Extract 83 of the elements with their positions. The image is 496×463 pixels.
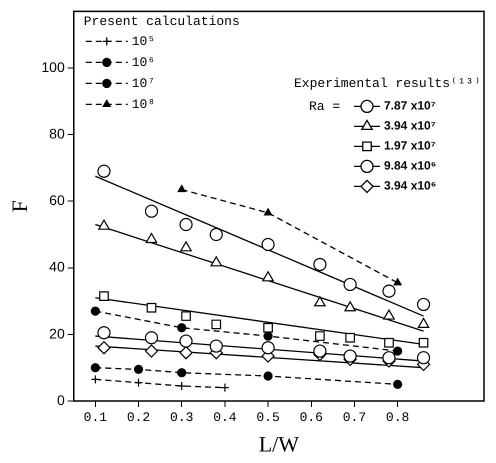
- legend-label: 10⁷: [132, 76, 156, 91]
- point: [394, 278, 402, 286]
- point: [418, 338, 428, 348]
- x-tick-label: 0.2: [126, 410, 150, 426]
- y-tick-label: 60: [49, 192, 65, 208]
- point: [263, 371, 273, 381]
- point: [383, 309, 395, 320]
- point: [179, 346, 193, 360]
- point: [134, 364, 144, 374]
- point: [261, 238, 275, 252]
- point: [180, 241, 192, 252]
- point: [384, 338, 394, 348]
- legend-label: 3.94 x10⁶: [384, 178, 436, 193]
- x-axis-title: L/W: [258, 432, 300, 457]
- point: [261, 341, 275, 354]
- point: [344, 278, 357, 292]
- legend-label: 10⁶: [132, 54, 156, 70]
- point: [177, 368, 186, 378]
- point: [97, 341, 111, 354]
- point: [177, 323, 186, 332]
- point: [210, 228, 223, 242]
- point: [393, 346, 402, 356]
- point: [178, 184, 186, 192]
- point: [98, 220, 110, 230]
- point: [345, 332, 355, 343]
- point: [344, 349, 357, 363]
- point: [393, 380, 402, 389]
- x-tick-label: 0.1: [84, 410, 108, 426]
- x-tick-label: 0.4: [213, 410, 237, 426]
- point: [90, 374, 100, 384]
- annotation: Experimental results⁽¹³⁾: [294, 76, 482, 91]
- y-tick-label: 40: [49, 258, 65, 275]
- point: [146, 232, 158, 244]
- point: [90, 306, 100, 316]
- point: [144, 344, 158, 358]
- point: [263, 322, 273, 333]
- point: [97, 164, 111, 178]
- point: [134, 378, 144, 388]
- point: [262, 271, 274, 282]
- y-axis-title: F: [6, 200, 32, 212]
- point: [99, 291, 109, 301]
- point: [264, 208, 272, 216]
- legend-label: 10⁵: [132, 34, 156, 49]
- point: [211, 320, 222, 330]
- point: [177, 381, 186, 391]
- point: [210, 256, 222, 266]
- x-tick-label: 0.8: [386, 410, 410, 426]
- point: [416, 298, 430, 312]
- legend-title: Present calculations: [84, 14, 240, 29]
- point: [90, 363, 100, 372]
- point: [179, 218, 193, 232]
- point: [344, 301, 356, 312]
- point: [382, 351, 396, 364]
- point: [416, 351, 430, 364]
- point: [315, 331, 325, 341]
- y-tick-label: 100: [41, 58, 65, 75]
- x-tick-label: 0.6: [300, 410, 323, 426]
- legend-label: 1.97 x10⁷: [384, 138, 436, 153]
- annotation: Ra =: [309, 98, 340, 114]
- y-tick-label: 20: [49, 325, 65, 342]
- point: [179, 334, 193, 348]
- legend-label: 10⁸: [132, 96, 156, 112]
- x-tick-label: 0.7: [342, 410, 366, 426]
- point: [313, 258, 327, 272]
- legend-label: 3.94 x10⁷: [384, 118, 436, 133]
- point: [144, 204, 158, 218]
- point: [382, 284, 396, 298]
- point: [220, 383, 230, 392]
- point: [210, 339, 223, 353]
- point: [263, 331, 273, 341]
- point: [146, 302, 156, 313]
- legend-label: 9.84 x10⁶: [384, 158, 436, 173]
- point: [97, 326, 111, 340]
- point: [313, 344, 327, 358]
- legend-label: 7.87 x10⁷: [384, 98, 436, 113]
- point: [314, 296, 326, 306]
- y-tick-label: 80: [49, 125, 65, 142]
- y-tick-label: 0: [56, 392, 65, 408]
- point: [181, 311, 191, 321]
- point: [144, 331, 158, 344]
- point: [418, 318, 430, 328]
- x-tick-label: 0.5: [256, 410, 280, 426]
- x-tick-label: 0.3: [170, 410, 194, 426]
